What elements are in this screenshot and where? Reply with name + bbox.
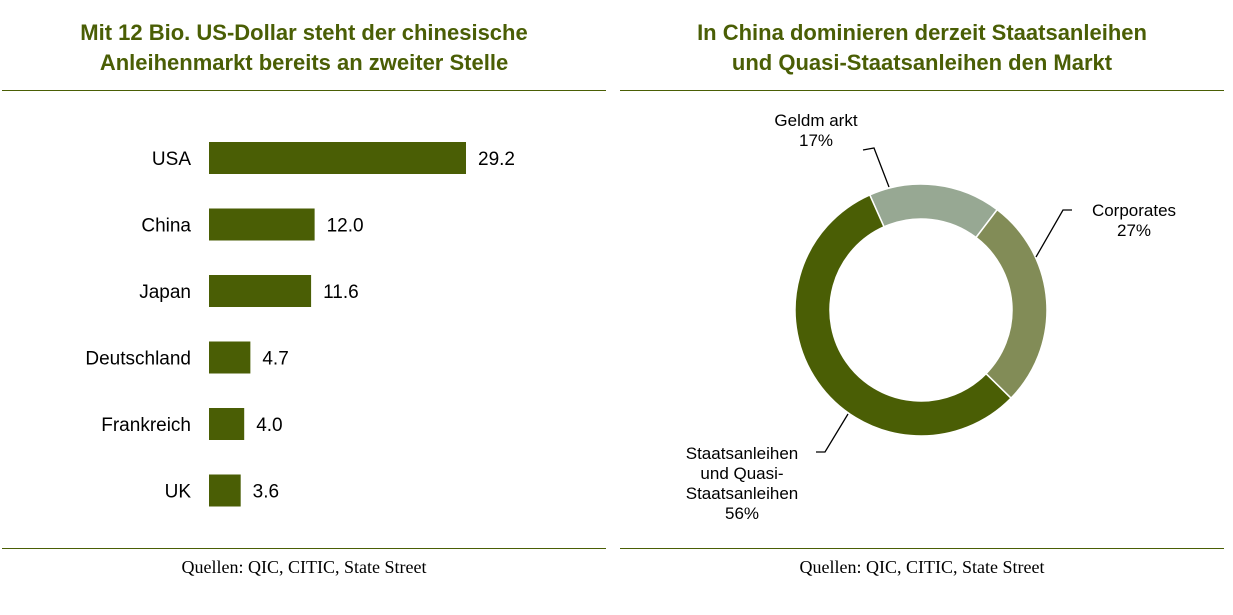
donut-chart-panel: In China dominieren derzeit Staatsanleih…: [618, 0, 1226, 615]
value-label-frankreich: 4.0: [256, 415, 282, 436]
category-label-deutschland: Deutschland: [85, 349, 191, 370]
donut-slice-corporates: [974, 208, 1048, 400]
bar-chart-source: Quellen: QIC, CITIC, State Street: [181, 557, 427, 577]
donut-chart-title-line2: und Quasi-Staatsanleihen den Markt: [731, 50, 1113, 75]
category-label-usa: USA: [152, 149, 191, 170]
donut-chart: Geldm arkt 17% Corporates 27% Staatsanleihen…: [686, 111, 1176, 523]
bar-frankreich: [209, 408, 245, 440]
bar-japan: [209, 275, 312, 307]
donut-slice-geldmarkt: [868, 183, 999, 239]
category-label-japan: Japan: [139, 282, 191, 303]
bar-china: [209, 208, 315, 241]
donut-chart-source: Quellen: QIC, CITIC, State Street: [799, 557, 1045, 577]
bar-deutschland: [209, 341, 251, 374]
donut-chart-top-divider: [620, 90, 1224, 91]
value-label-deutschland: 4.7: [262, 349, 288, 370]
category-label-frankreich: Frankreich: [101, 415, 191, 436]
slice-label-corporates: Corporates 27%: [1092, 201, 1176, 240]
value-label-uk: 3.6: [253, 482, 279, 503]
leader-line-staats: [816, 413, 849, 453]
bar-chart-title: Mit 12 Bio. US-Dollar steht der chinesis…: [0, 18, 608, 78]
bar-chart-title-line2: Anleihenmarkt bereits an zweiter Stelle: [99, 50, 509, 75]
bar-chart-title-line1: Mit 12 Bio. US-Dollar steht der chinesis…: [80, 20, 528, 45]
bar-chart-bottom-divider: [2, 548, 606, 549]
donut-chart-bottom-divider: [620, 548, 1224, 549]
value-label-china: 12.0: [327, 216, 364, 237]
bar-chart: USA 29.2 China 12.0 Japan 11.6 Deutschland 4.7 F…: [85, 142, 515, 507]
bar-chart-top-divider: [2, 90, 606, 91]
value-label-japan: 11.6: [323, 282, 359, 303]
category-label-china: China: [141, 216, 191, 237]
bar-usa: [209, 142, 466, 174]
donut-slice-staatsanleihen-und-quasi-staatsanleihen: [794, 193, 1013, 437]
slice-label-geldmarkt: Geldm arkt 17%: [774, 111, 857, 150]
leader-line-geldmarkt: [862, 147, 890, 188]
category-label-uk: UK: [165, 482, 192, 503]
bar-chart-panel: Mit 12 Bio. US-Dollar steht der chinesis…: [0, 0, 608, 615]
value-label-usa: 29.2: [478, 149, 515, 170]
slice-label-staatsanleihen-und-quasi-staatsanleihen: Staatsanleihen und Quasi-Staatsanleihen 56…: [686, 444, 798, 523]
donut-chart-title-line1: In China dominieren derzeit Staatsanleih…: [697, 20, 1147, 45]
leader-line-corporates: [1035, 209, 1072, 258]
donut-chart-title: In China dominieren derzeit Staatsanleih…: [618, 18, 1226, 78]
bar-uk: [209, 474, 241, 507]
